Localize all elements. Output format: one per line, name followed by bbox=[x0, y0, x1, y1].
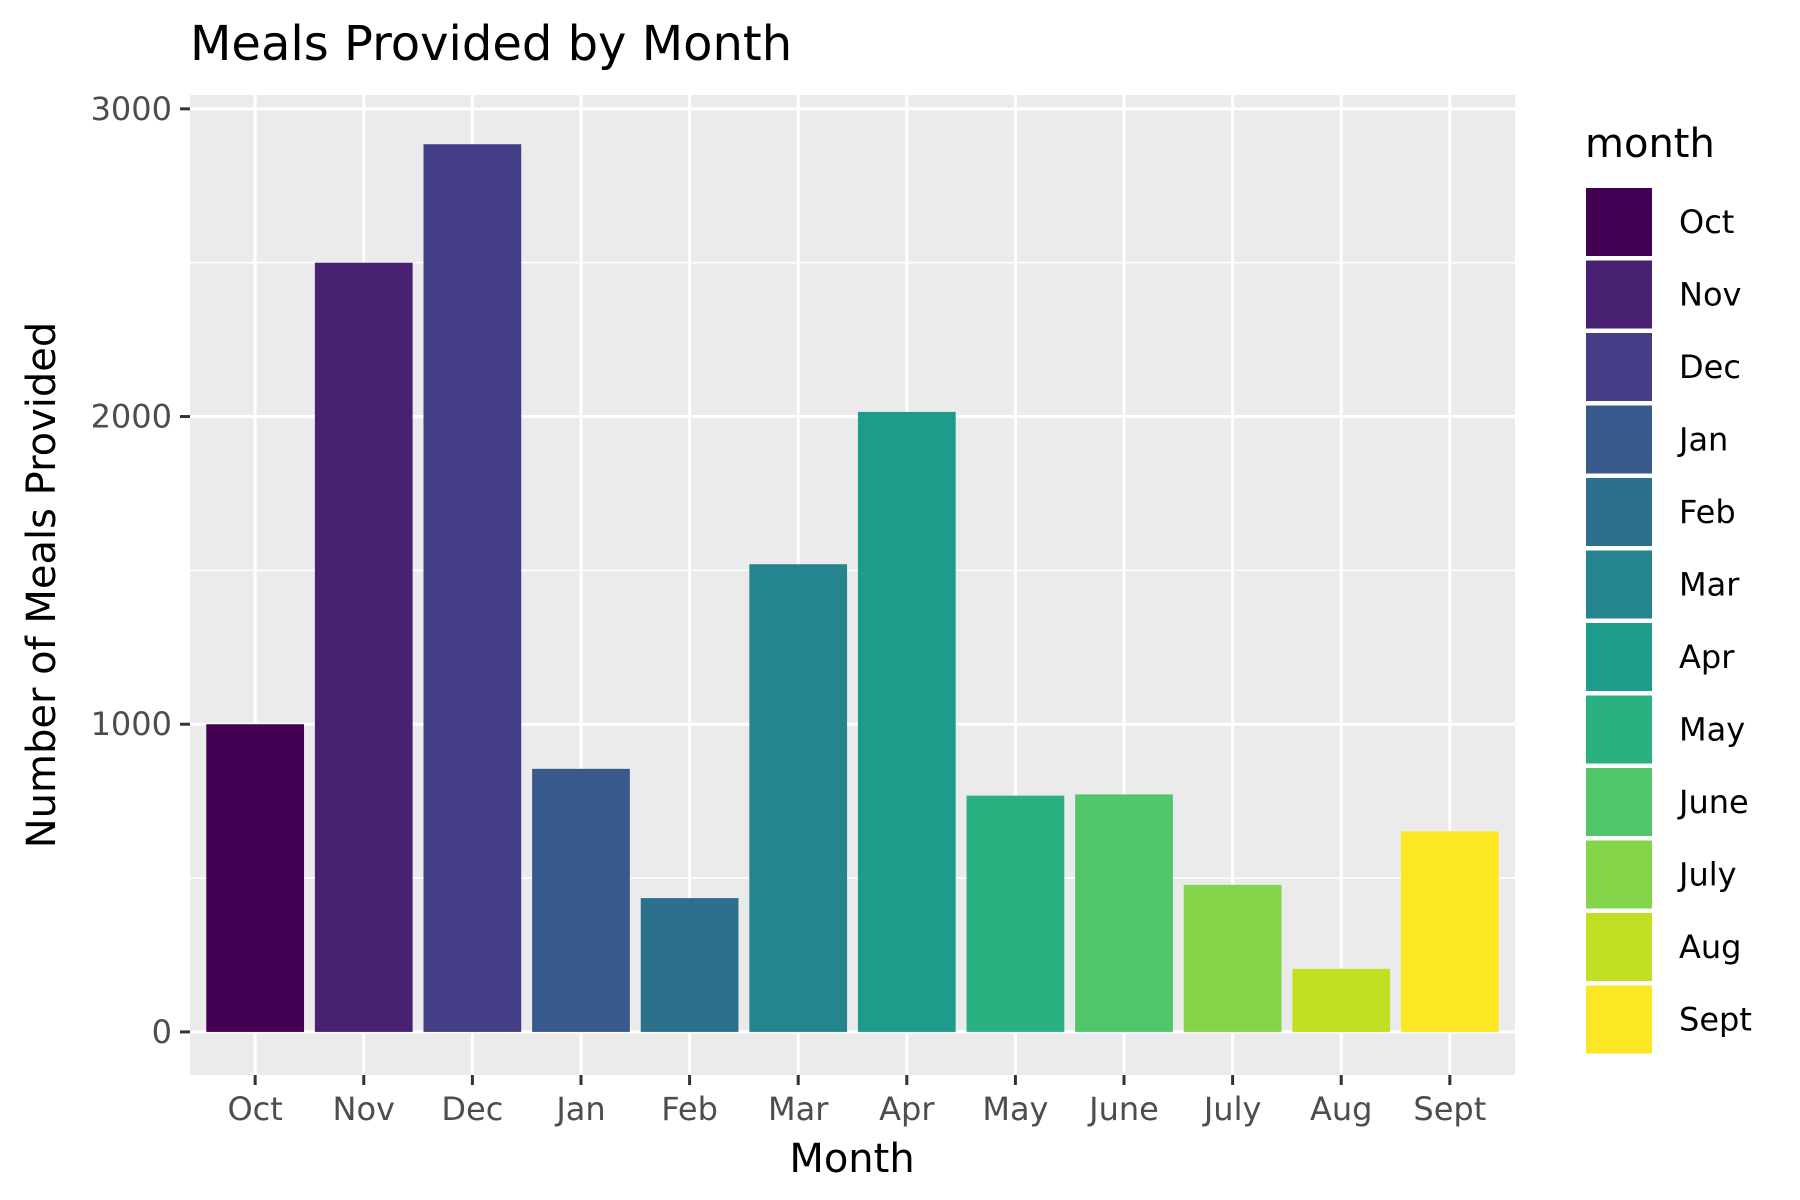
legend-label: Jan bbox=[1677, 421, 1728, 459]
x-tick-label: Sept bbox=[1413, 1090, 1486, 1128]
bar-nov bbox=[314, 262, 413, 1032]
y-axis-label: Number of Meals Provided bbox=[19, 322, 65, 849]
legend-label: Feb bbox=[1679, 493, 1736, 531]
x-tick-label: May bbox=[982, 1090, 1048, 1128]
legend-label: Aug bbox=[1679, 928, 1741, 966]
y-tick-label: 0 bbox=[152, 1013, 172, 1051]
legend-key bbox=[1584, 186, 1654, 258]
legend-key bbox=[1584, 331, 1654, 403]
y-tick-label: 3000 bbox=[91, 90, 172, 128]
legend-key bbox=[1584, 403, 1654, 476]
legend-key bbox=[1584, 548, 1654, 621]
legend-key bbox=[1584, 621, 1654, 693]
x-tick-label: Feb bbox=[661, 1090, 718, 1128]
legend-key bbox=[1584, 983, 1654, 1056]
legend-key bbox=[1584, 693, 1654, 766]
legend-title: month bbox=[1585, 121, 1715, 167]
legend-label: Mar bbox=[1679, 566, 1740, 604]
bar-sept bbox=[1400, 831, 1499, 1032]
bar-may bbox=[966, 795, 1065, 1032]
legend-label: July bbox=[1677, 856, 1737, 894]
legend-label: Oct bbox=[1679, 203, 1734, 241]
legend-key bbox=[1584, 766, 1654, 838]
x-tick-label: Aug bbox=[1310, 1090, 1372, 1128]
x-tick-label: Mar bbox=[768, 1090, 829, 1128]
bar-aug bbox=[1292, 968, 1391, 1032]
legend-key bbox=[1584, 838, 1654, 911]
chart-title: Meals Provided by Month bbox=[190, 16, 792, 72]
bar-july bbox=[1183, 884, 1282, 1032]
bar-june bbox=[1075, 794, 1173, 1032]
x-tick-label: July bbox=[1202, 1090, 1262, 1128]
legend: month Oct Nov Dec Jan Feb Mar Apr May June July Au… bbox=[1584, 121, 1752, 1056]
x-tick-label: Oct bbox=[227, 1090, 282, 1128]
x-tick-label: June bbox=[1087, 1090, 1159, 1128]
legend-label: June bbox=[1677, 783, 1749, 821]
legend-key bbox=[1584, 258, 1654, 331]
bar-feb bbox=[640, 898, 739, 1032]
legend-label: Sept bbox=[1679, 1001, 1752, 1039]
x-tick-label: Dec bbox=[441, 1090, 503, 1128]
bar-apr bbox=[857, 411, 956, 1032]
bar-oct bbox=[206, 724, 305, 1032]
legend-label: Nov bbox=[1679, 276, 1741, 314]
bar-jan bbox=[532, 768, 630, 1032]
legend-key bbox=[1584, 911, 1654, 983]
y-tick-label: 2000 bbox=[91, 398, 172, 436]
legend-label: Apr bbox=[1679, 638, 1735, 676]
legend-items: Oct Nov Dec Jan Feb Mar Apr May June July Aug Sept bbox=[1584, 186, 1752, 1056]
y-axis: 0 1000 2000 3000 bbox=[91, 90, 190, 1051]
bar-mar bbox=[749, 564, 848, 1032]
legend-label: May bbox=[1679, 711, 1745, 749]
x-axis: Oct Nov Dec Jan Feb Mar Apr May June July Aug Sept bbox=[227, 1075, 1486, 1128]
legend-label: Dec bbox=[1679, 348, 1741, 386]
y-tick-label: 1000 bbox=[91, 705, 172, 743]
bar-dec bbox=[423, 144, 522, 1032]
legend-key bbox=[1584, 476, 1654, 548]
x-tick-label: Apr bbox=[879, 1090, 935, 1128]
x-tick-label: Nov bbox=[333, 1090, 395, 1128]
bars bbox=[206, 144, 1499, 1032]
x-axis-label: Month bbox=[789, 1136, 914, 1182]
x-tick-label: Jan bbox=[554, 1090, 605, 1128]
